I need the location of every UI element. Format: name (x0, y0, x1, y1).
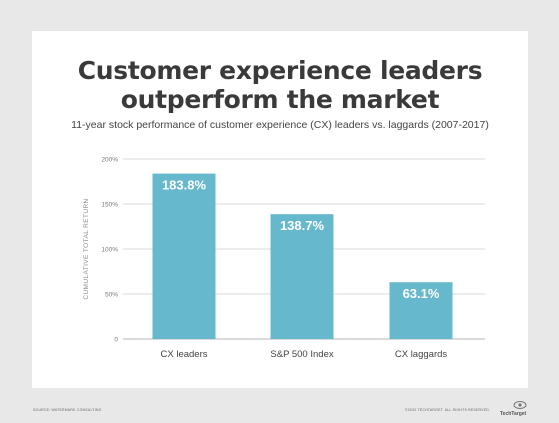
y-tick-label: 200% (101, 157, 118, 164)
copyright-note: ©2020 TECHTARGET. ALL RIGHTS RESERVED (405, 408, 489, 412)
chart-subtitle: 11-year stock performance of customer ex… (71, 119, 489, 131)
chart-card: Customer experience leaders outperform t… (32, 31, 528, 388)
bar (389, 282, 453, 339)
bar-value-label: 183.8% (162, 178, 207, 193)
y-tick-label: 100% (101, 247, 118, 254)
y-tick-label: 150% (101, 202, 118, 209)
chart-title-line-2: outperform the market (120, 85, 440, 114)
y-tick-label: 0 (114, 337, 118, 344)
techtarget-logo-icon (513, 401, 527, 409)
source-note: SOURCE: WATERMARK CONSULTING (33, 408, 102, 412)
y-tick-label: 50% (105, 292, 118, 299)
bar (152, 173, 216, 339)
x-tick-label: CX leaders (161, 349, 208, 360)
x-tick-label: CX laggards (395, 349, 448, 360)
bar-chart: 0 50% 100% 150% 200% CUMULATIVE TOTAL RETURN 1… (83, 157, 485, 360)
bar-value-label: 138.7% (280, 218, 325, 233)
logo-text: TechTarget (500, 411, 527, 417)
bar-value-label: 63.1% (403, 286, 440, 301)
bar (270, 214, 334, 339)
chart-title-line-1: Customer experience leaders (77, 56, 483, 85)
x-tick-label: S&P 500 Index (270, 349, 333, 360)
y-axis-title: CUMULATIVE TOTAL RETURN (83, 198, 90, 299)
